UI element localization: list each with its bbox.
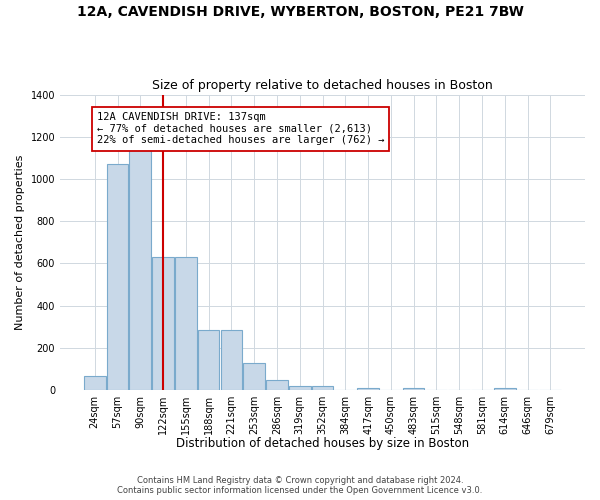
Bar: [244, 362, 265, 390]
Bar: [84, 376, 106, 390]
Bar: [289, 386, 311, 390]
Bar: [312, 386, 334, 390]
Y-axis label: Number of detached properties: Number of detached properties: [15, 154, 25, 330]
Bar: [221, 330, 242, 390]
Bar: [403, 388, 424, 390]
Bar: [357, 388, 379, 390]
Bar: [266, 380, 288, 390]
X-axis label: Distribution of detached houses by size in Boston: Distribution of detached houses by size …: [176, 437, 469, 450]
Text: 12A CAVENDISH DRIVE: 137sqm
← 77% of detached houses are smaller (2,613)
22% of : 12A CAVENDISH DRIVE: 137sqm ← 77% of det…: [97, 112, 384, 146]
Bar: [175, 257, 197, 390]
Bar: [494, 388, 515, 390]
Text: 12A, CAVENDISH DRIVE, WYBERTON, BOSTON, PE21 7BW: 12A, CAVENDISH DRIVE, WYBERTON, BOSTON, …: [77, 5, 523, 19]
Bar: [107, 164, 128, 390]
Bar: [130, 145, 151, 390]
Bar: [152, 257, 174, 390]
Bar: [198, 330, 220, 390]
Title: Size of property relative to detached houses in Boston: Size of property relative to detached ho…: [152, 79, 493, 92]
Text: Contains HM Land Registry data © Crown copyright and database right 2024.
Contai: Contains HM Land Registry data © Crown c…: [118, 476, 482, 495]
